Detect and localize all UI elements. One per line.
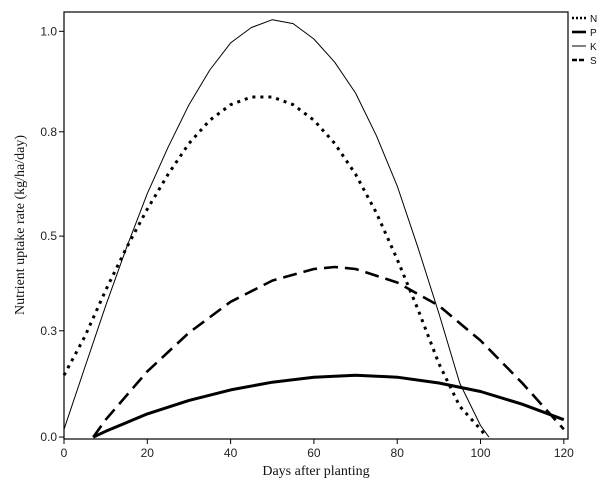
y-axis-title: Nutrient uptake rate (kg/ha/day) (13, 135, 28, 315)
series-line-k (63, 19, 490, 438)
series-line-s (92, 265, 565, 438)
x-tick-label: 0 (61, 446, 68, 460)
legend-label-s: S (590, 56, 597, 67)
y-tick-label: 0.0 (40, 430, 57, 444)
x-tick-label: 40 (224, 446, 238, 460)
x-axis-ticks: 0 20 40 60 80 100 120 (61, 439, 574, 460)
x-tick-label: 100 (471, 446, 491, 460)
series-line-p (92, 373, 565, 439)
y-axis-ticks: 0.0 0.3 0.5 0.8 1.0 (40, 24, 64, 444)
legend-label-n: N (590, 14, 597, 25)
x-axis-title: Days after planting (262, 464, 369, 479)
legend-label-p: P (590, 28, 597, 39)
series-lines (62, 19, 565, 439)
y-tick-label: 0.8 (40, 125, 57, 139)
y-tick-label: 0.5 (40, 229, 57, 243)
series-line-n (62, 95, 488, 439)
y-tick-label: 0.3 (40, 324, 57, 338)
x-tick-label: 120 (554, 446, 574, 460)
x-tick-label: 60 (307, 446, 321, 460)
legend-label-k: K (590, 42, 597, 53)
x-tick-label: 20 (141, 446, 155, 460)
y-tick-label: 1.0 (40, 24, 57, 38)
plot-frame (63, 11, 569, 440)
x-tick-label: 80 (391, 446, 405, 460)
